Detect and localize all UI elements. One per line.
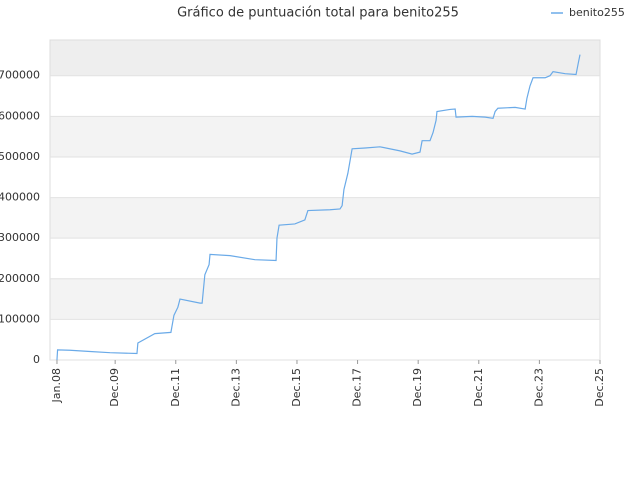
x-tick-label: Dec.09 (108, 368, 121, 407)
data-line (56, 54, 581, 361)
x-tick-label: Dec.21 (472, 368, 485, 407)
grid-band (50, 278, 600, 320)
grid-band (50, 40, 600, 76)
x-tick-label: Dec.17 (351, 368, 364, 407)
y-tick-label: 400000 (0, 191, 40, 204)
grid-band (50, 197, 600, 239)
x-tick-label: Dec.11 (169, 368, 182, 407)
x-tick-label: Dec.15 (290, 368, 303, 407)
legend-label: benito255 (569, 6, 625, 19)
y-tick-label: 200000 (0, 272, 40, 285)
y-tick-label: 600000 (0, 109, 40, 122)
grid-band (50, 116, 600, 157)
y-tick-label: 100000 (0, 312, 40, 325)
y-tick-label: 300000 (0, 231, 40, 244)
chart-title: Gráfico de puntuación total para benito2… (177, 6, 459, 21)
x-tick-label: Dec.25 (593, 368, 606, 407)
x-tick-label: Dec.19 (411, 368, 424, 407)
y-tick-label: 0 (33, 353, 40, 366)
y-tick-label: 700000 (0, 69, 40, 82)
y-tick-label: 500000 (0, 150, 40, 163)
x-tick-label: Dec.23 (532, 368, 545, 407)
x-tick-label: Jan.08 (50, 368, 63, 403)
x-tick-label: Dec.13 (229, 368, 242, 407)
